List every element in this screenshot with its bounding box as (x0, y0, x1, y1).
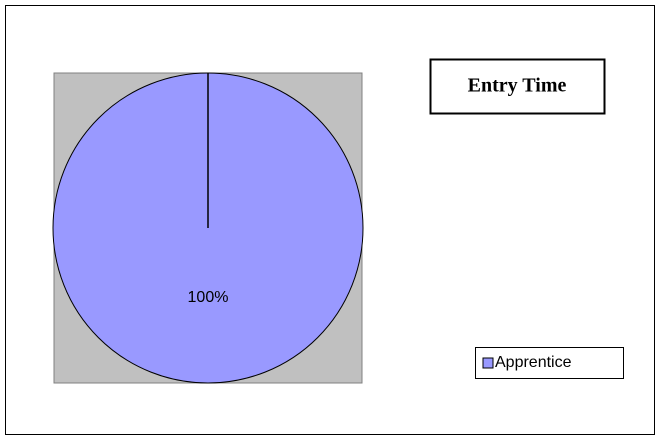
legend (475, 347, 624, 379)
data-label: 100% (188, 289, 229, 306)
chart-title: Entry Time (468, 75, 567, 97)
legend-swatch (482, 357, 494, 369)
legend-label: Apprentice (495, 354, 572, 371)
title-box (429, 58, 606, 115)
